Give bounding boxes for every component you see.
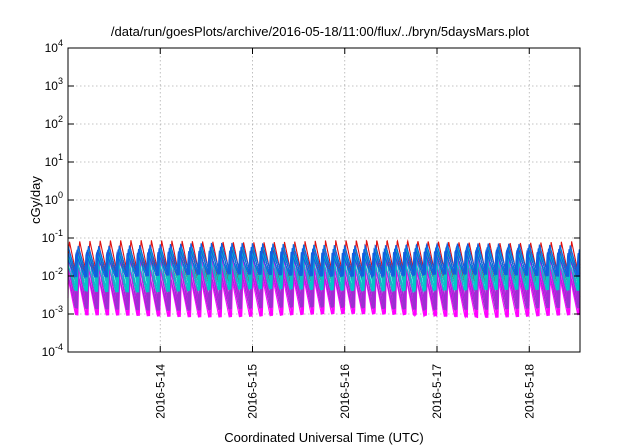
y-axis-title: cGy/day [28, 176, 43, 224]
axes: 10-4 10-3 10-2 10-1 100 101 102 103 104 2016-5-14… [42, 38, 580, 419]
y-tick-label: 100 [45, 190, 63, 207]
y-tick-label: 10-4 [42, 342, 63, 359]
x-axis-title: Coordinated Universal Time (UTC) [224, 430, 423, 445]
y-tick-label: 102 [45, 114, 63, 131]
x-tick-label: 2016-5-17 [430, 364, 444, 419]
x-tick-label: 2016-5-14 [153, 364, 167, 419]
series-line-cyan [67, 255, 581, 294]
x-tick-label: 2016-5-15 [246, 364, 260, 419]
plot-frame [67, 47, 581, 353]
y-tick-label: 103 [45, 76, 63, 93]
y-tick-label: 104 [45, 38, 63, 55]
series-group [67, 238, 581, 319]
x-tick-label: 2016-5-16 [338, 364, 352, 419]
chart-title: /data/run/goesPlots/archive/2016-05-18/1… [111, 24, 530, 39]
y-tick-label: 10-2 [42, 266, 63, 283]
y-tick-label: 10-1 [42, 228, 63, 245]
y-tick-label: 101 [45, 152, 63, 169]
x-tick-label: 2016-5-18 [522, 364, 536, 419]
y-tick-label: 10-3 [42, 304, 63, 321]
series-line-blue [67, 249, 581, 280]
